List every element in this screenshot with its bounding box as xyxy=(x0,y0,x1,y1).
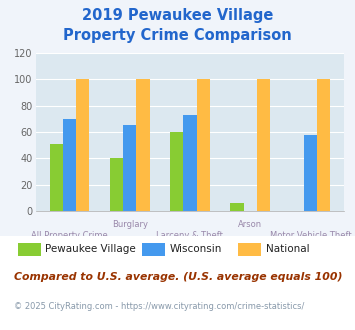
Bar xyxy=(76,79,89,211)
Text: Larceny & Theft: Larceny & Theft xyxy=(157,231,223,240)
Text: All Property Crime: All Property Crime xyxy=(31,231,108,240)
Text: Motor Vehicle Theft: Motor Vehicle Theft xyxy=(269,231,351,240)
Text: Burglary: Burglary xyxy=(112,219,148,229)
Bar xyxy=(63,119,76,211)
Bar xyxy=(123,125,136,211)
Bar xyxy=(317,79,330,211)
Bar xyxy=(257,79,270,211)
Text: Property Crime Comparison: Property Crime Comparison xyxy=(63,28,292,43)
Text: 2019 Pewaukee Village: 2019 Pewaukee Village xyxy=(82,8,273,23)
Text: Compared to U.S. average. (U.S. average equals 100): Compared to U.S. average. (U.S. average … xyxy=(14,272,343,282)
Bar xyxy=(230,203,244,211)
Text: Pewaukee Village: Pewaukee Village xyxy=(45,245,136,254)
Bar xyxy=(136,79,149,211)
Bar xyxy=(50,144,63,211)
Text: National: National xyxy=(266,245,309,254)
Bar xyxy=(170,132,183,211)
Bar xyxy=(304,135,317,211)
Text: © 2025 CityRating.com - https://www.cityrating.com/crime-statistics/: © 2025 CityRating.com - https://www.city… xyxy=(14,302,305,311)
Bar xyxy=(183,115,197,211)
Text: Wisconsin: Wisconsin xyxy=(170,245,222,254)
Bar xyxy=(110,158,123,211)
Bar xyxy=(197,79,210,211)
Text: Arson: Arson xyxy=(238,219,262,229)
